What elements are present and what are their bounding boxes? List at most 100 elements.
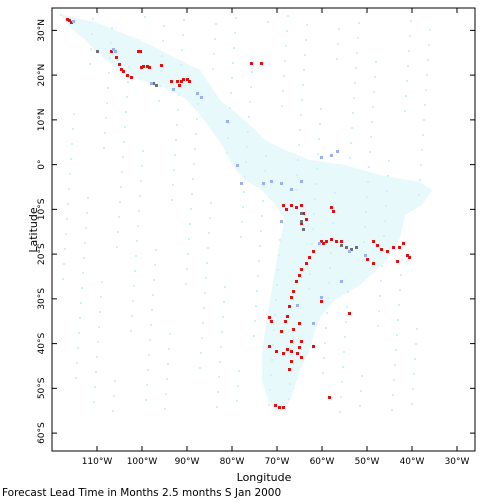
blue-point (280, 182, 283, 185)
gray-point (302, 228, 305, 231)
blue-point (270, 180, 273, 183)
red-point (285, 208, 288, 211)
red-point (325, 240, 328, 243)
red-point (280, 330, 283, 333)
red-point (188, 80, 191, 83)
blue-point (226, 120, 229, 123)
red-point (282, 204, 285, 207)
red-point (328, 396, 331, 399)
red-point (380, 248, 383, 251)
blue-point (114, 50, 117, 53)
red-point (68, 19, 71, 22)
lat-tick-label: 30°S (37, 288, 47, 310)
red-point (305, 262, 308, 265)
red-point (270, 320, 273, 323)
lat-tick-label: 20°N (37, 64, 47, 87)
red-point (292, 290, 295, 293)
blue-point (300, 180, 303, 183)
red-point (386, 250, 389, 253)
red-point (290, 350, 293, 353)
red-point (298, 346, 301, 349)
red-point (308, 256, 311, 259)
red-point (335, 240, 338, 243)
blue-point (200, 96, 203, 99)
red-point (180, 80, 183, 83)
red-point (408, 256, 411, 259)
red-point (292, 328, 295, 331)
lon-tick-label: 110°W (82, 457, 113, 467)
red-point (122, 70, 125, 73)
red-point (305, 218, 308, 221)
red-point (286, 348, 289, 351)
red-point (275, 350, 278, 353)
red-point (298, 274, 301, 277)
red-point (402, 242, 405, 245)
red-point (250, 62, 253, 65)
lat-tick-label: 40°S (37, 332, 47, 354)
red-point (312, 345, 315, 348)
lon-tick-label: 70°W (265, 457, 290, 467)
red-point (274, 404, 277, 407)
red-point (290, 296, 293, 299)
red-point (282, 352, 285, 355)
red-point (70, 21, 73, 24)
red-point (66, 18, 69, 21)
red-point (288, 305, 291, 308)
lon-tick-label: 80°W (220, 457, 245, 467)
blue-point (348, 250, 351, 253)
red-point (142, 65, 145, 68)
red-point (330, 238, 333, 241)
lon-tick-label: 30°W (445, 457, 470, 467)
blue-point (340, 280, 343, 283)
blue-point (240, 182, 243, 185)
red-point (146, 65, 149, 68)
blue-point (196, 92, 199, 95)
lat-tick-label: 0° (37, 159, 47, 169)
red-point (330, 206, 333, 209)
blue-point (262, 182, 265, 185)
gray-point (300, 212, 303, 215)
red-point (130, 76, 133, 79)
blue-point (290, 188, 293, 191)
red-point (332, 210, 335, 213)
blue-point (112, 48, 115, 51)
red-point (290, 360, 293, 363)
red-point (340, 240, 343, 243)
y-axis-title: Latitude (27, 207, 40, 253)
lon-tick-label: 90°W (175, 457, 200, 467)
red-point (284, 320, 287, 323)
blue-point (318, 242, 321, 245)
axis-ticks: 110°W 100°W 90°W 80°W 70°W 60°W 50°W 40°W 30°W 30… (37, 8, 475, 467)
lat-tick-label: 10°N (37, 109, 47, 132)
blue-point (280, 220, 283, 223)
lat-tick-label: 30°N (37, 19, 47, 42)
red-point (296, 352, 299, 355)
lat-tick-label: 10°S (37, 198, 47, 220)
gray-point (355, 246, 358, 249)
red-point (322, 242, 325, 245)
lat-tick-label: 50°S (37, 377, 47, 399)
red-point (148, 66, 151, 69)
red-point (396, 260, 399, 263)
red-point (126, 74, 129, 77)
red-point (140, 66, 143, 69)
red-point (118, 63, 121, 66)
red-point (160, 64, 163, 67)
land-region (60, 14, 432, 413)
red-point (115, 56, 118, 59)
red-point (300, 204, 303, 207)
lat-tick-label: 20°S (37, 243, 47, 265)
red-point (300, 356, 303, 359)
red-point (300, 268, 303, 271)
red-point (120, 68, 123, 71)
red-point (290, 340, 293, 343)
blue-point (150, 82, 153, 85)
gray-point (340, 244, 343, 247)
red-point (286, 315, 289, 318)
blue-point (330, 154, 333, 157)
x-axis-title: Longitude (237, 471, 292, 484)
red-point (178, 84, 181, 87)
red-point (302, 212, 305, 215)
blue-point (172, 88, 175, 91)
map-caption: Forecast Lead Time in Months 2.5 months … (2, 487, 282, 499)
